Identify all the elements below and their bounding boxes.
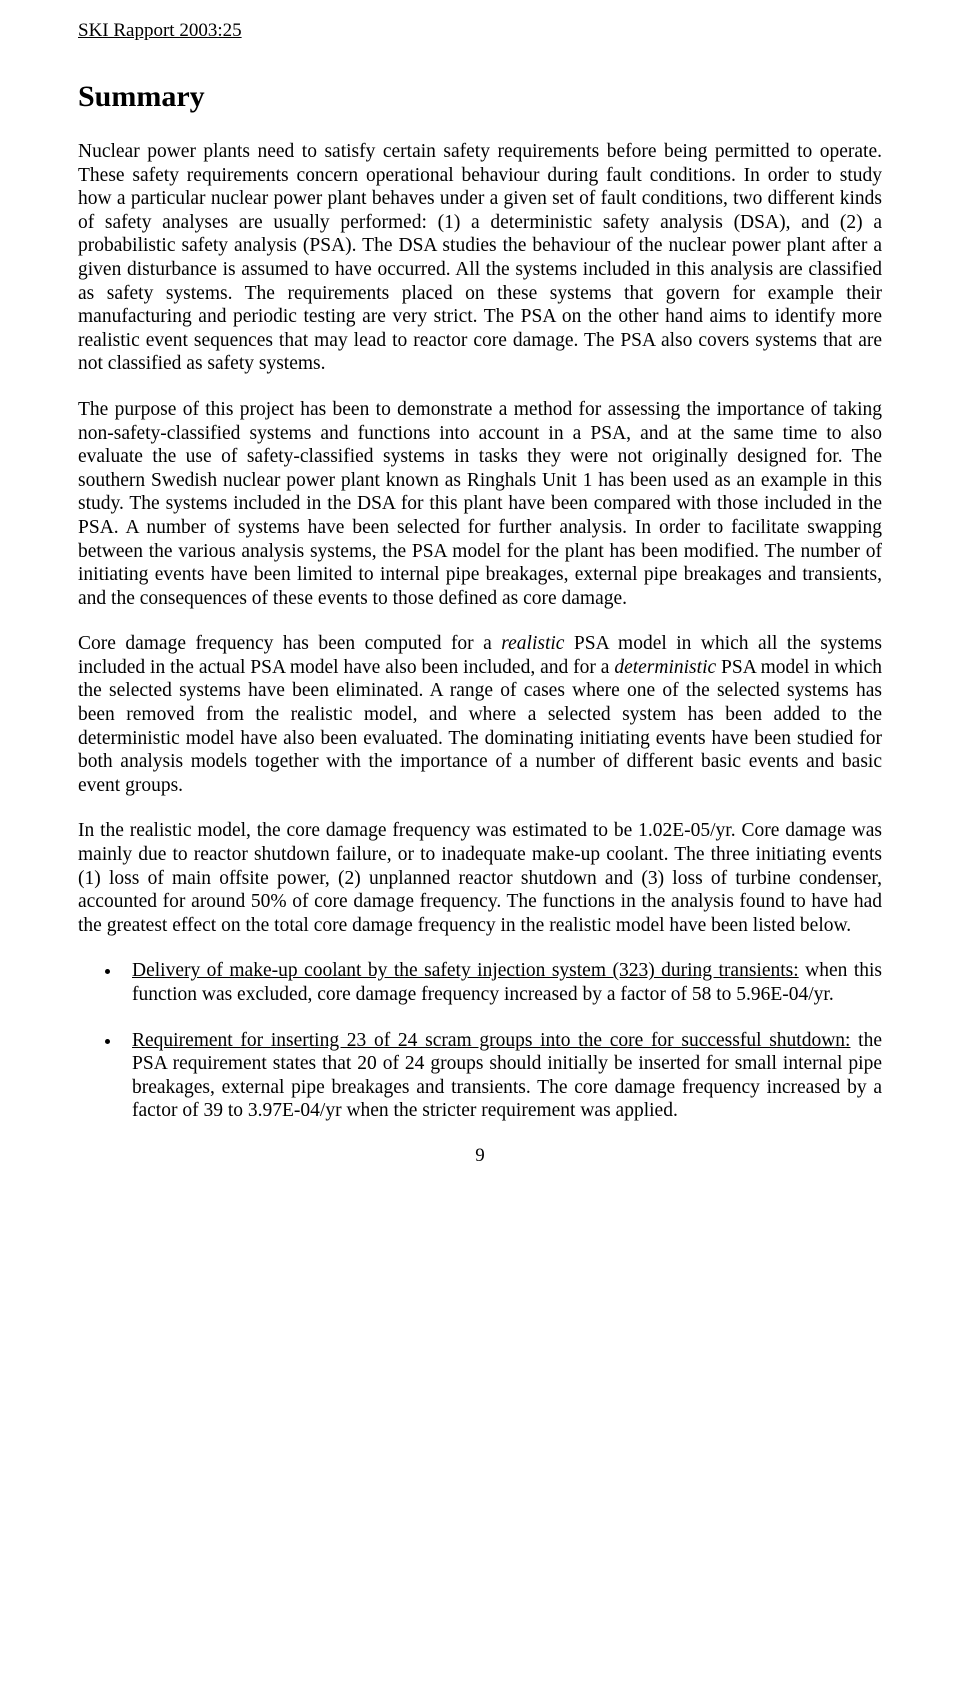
- paragraph-3: Core damage frequency has been computed …: [78, 632, 882, 797]
- report-header: SKI Rapport 2003:25: [78, 20, 882, 42]
- paragraph-1: Nuclear power plants need to satisfy cer…: [78, 140, 882, 376]
- bullet-item-2: Requirement for inserting 23 of 24 scram…: [122, 1029, 882, 1123]
- page-number: 9: [78, 1145, 882, 1167]
- p3-italic-realistic: realistic: [501, 633, 564, 654]
- page-title: Summary: [78, 80, 882, 114]
- p3-text-a: Core damage frequency has been computed …: [78, 633, 501, 654]
- paragraph-2: The purpose of this project has been to …: [78, 398, 882, 610]
- bullet-list: Delivery of make-up coolant by the safet…: [78, 959, 882, 1123]
- bullet-1-lead: Delivery of make-up coolant by the safet…: [132, 960, 799, 981]
- p3-italic-deterministic: deterministic: [614, 657, 716, 678]
- paragraph-4: In the realistic model, the core damage …: [78, 819, 882, 937]
- document-page: SKI Rapport 2003:25 Summary Nuclear powe…: [0, 0, 960, 1207]
- bullet-2-lead: Requirement for inserting 23 of 24 scram…: [132, 1030, 850, 1051]
- bullet-item-1: Delivery of make-up coolant by the safet…: [122, 959, 882, 1006]
